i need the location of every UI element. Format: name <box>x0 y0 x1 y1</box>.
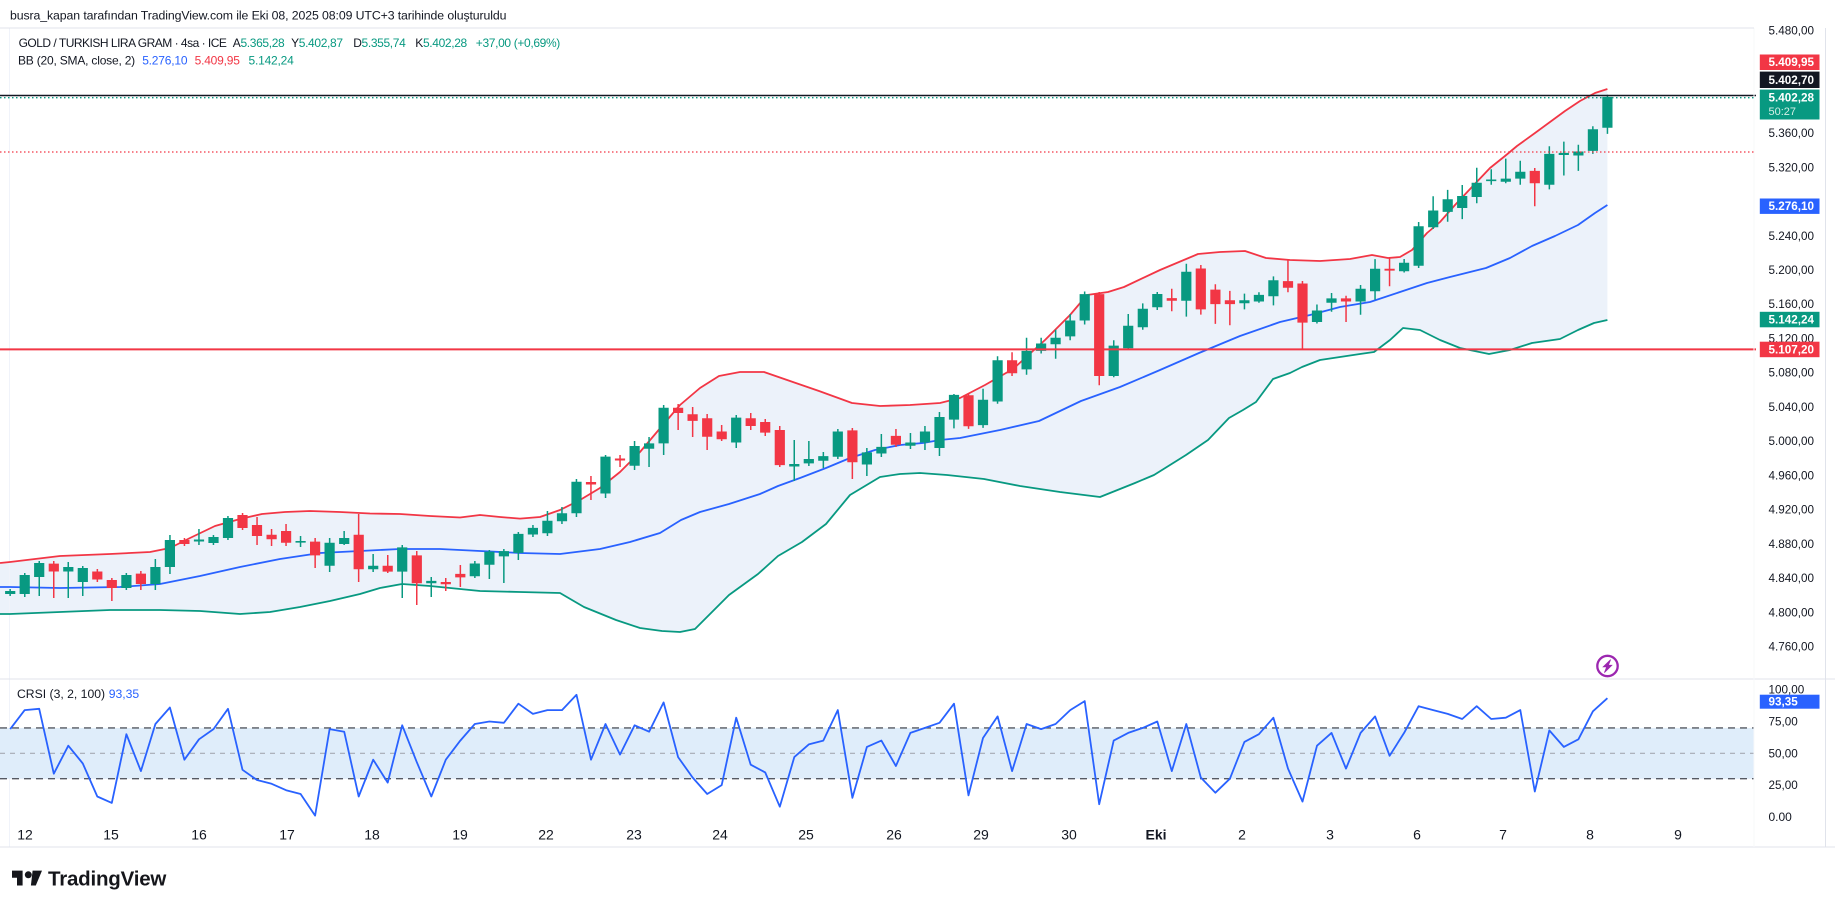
svg-text:100,00: 100,00 <box>1769 684 1805 697</box>
svg-text:4.800,00: 4.800,00 <box>1769 606 1815 619</box>
svg-text:5.276,10: 5.276,10 <box>1769 200 1815 213</box>
svg-text:50,00: 50,00 <box>1769 747 1799 760</box>
svg-text:4.920,00: 4.920,00 <box>1769 504 1815 517</box>
svg-text:5.080,00: 5.080,00 <box>1769 367 1815 380</box>
svg-text:CRSI (3, 2, 100): CRSI (3, 2, 100) <box>17 687 105 701</box>
svg-text:4.760,00: 4.760,00 <box>1769 641 1815 654</box>
svg-text:TradingView: TradingView <box>48 868 166 891</box>
svg-text:Eki: Eki <box>1145 827 1166 843</box>
svg-text:29: 29 <box>973 827 989 843</box>
svg-text:23: 23 <box>626 827 642 843</box>
svg-text:5.320,00: 5.320,00 <box>1769 161 1815 174</box>
svg-text:5.040,00: 5.040,00 <box>1769 401 1815 414</box>
svg-text:5.276,10: 5.276,10 <box>142 54 188 68</box>
svg-text:+37,00 (+0,69%): +37,00 (+0,69%) <box>476 36 561 50</box>
svg-text:7: 7 <box>1499 827 1507 843</box>
svg-text:75,00: 75,00 <box>1769 716 1799 729</box>
svg-text:16: 16 <box>191 827 207 843</box>
svg-text:5.142,24: 5.142,24 <box>249 54 295 68</box>
svg-text:22: 22 <box>538 827 554 843</box>
svg-text:2: 2 <box>1238 827 1246 843</box>
svg-text:5.480,00: 5.480,00 <box>1769 24 1815 37</box>
svg-text:5.142,24: 5.142,24 <box>1769 314 1815 327</box>
svg-text:D5.355,74: D5.355,74 <box>353 36 406 50</box>
svg-text:5.409,95: 5.409,95 <box>195 54 241 68</box>
svg-text:5.200,00: 5.200,00 <box>1769 264 1815 277</box>
svg-text:24: 24 <box>712 827 728 843</box>
svg-text:17: 17 <box>279 827 295 843</box>
svg-text:25: 25 <box>798 827 814 843</box>
svg-text:19: 19 <box>452 827 468 843</box>
svg-text:K5.402,28: K5.402,28 <box>415 36 467 50</box>
svg-text:busra_kapan tarafından Trading: busra_kapan tarafından TradingView.com i… <box>10 9 507 23</box>
svg-text:30: 30 <box>1061 827 1077 843</box>
svg-text:GOLD / TURKISH LIRA GRAM · 4sa: GOLD / TURKISH LIRA GRAM · 4sa · ICE <box>19 36 227 50</box>
svg-text:4.840,00: 4.840,00 <box>1769 572 1815 585</box>
svg-text:4.880,00: 4.880,00 <box>1769 538 1815 551</box>
svg-text:5.360,00: 5.360,00 <box>1769 127 1815 140</box>
svg-text:5.160,00: 5.160,00 <box>1769 298 1815 311</box>
svg-text:5.402,70: 5.402,70 <box>1769 74 1815 87</box>
svg-text:5.000,00: 5.000,00 <box>1769 435 1815 448</box>
svg-text:18: 18 <box>364 827 380 843</box>
svg-text:93,35: 93,35 <box>1769 696 1799 709</box>
svg-text:5.240,00: 5.240,00 <box>1769 230 1815 243</box>
svg-text:5.107,20: 5.107,20 <box>1769 343 1815 356</box>
svg-text:25,00: 25,00 <box>1769 779 1799 792</box>
svg-text:93,35: 93,35 <box>109 687 140 701</box>
svg-text:12: 12 <box>17 827 33 843</box>
svg-text:9: 9 <box>1674 827 1682 843</box>
svg-text:15: 15 <box>103 827 119 843</box>
svg-text:BB (20, SMA, close, 2): BB (20, SMA, close, 2) <box>18 54 135 68</box>
svg-text:5.409,95: 5.409,95 <box>1769 56 1815 69</box>
svg-text:6: 6 <box>1413 827 1421 843</box>
svg-text:0.00: 0.00 <box>1769 810 1793 824</box>
svg-text:Y5.402,87: Y5.402,87 <box>291 36 343 50</box>
svg-text:26: 26 <box>886 827 902 843</box>
svg-text:3: 3 <box>1326 827 1334 843</box>
svg-text:5.402,28: 5.402,28 <box>1769 92 1815 105</box>
svg-text:4.960,00: 4.960,00 <box>1769 469 1815 482</box>
svg-text:50:27: 50:27 <box>1769 106 1797 118</box>
svg-text:A5.365,28: A5.365,28 <box>233 36 285 50</box>
svg-text:8: 8 <box>1586 827 1594 843</box>
